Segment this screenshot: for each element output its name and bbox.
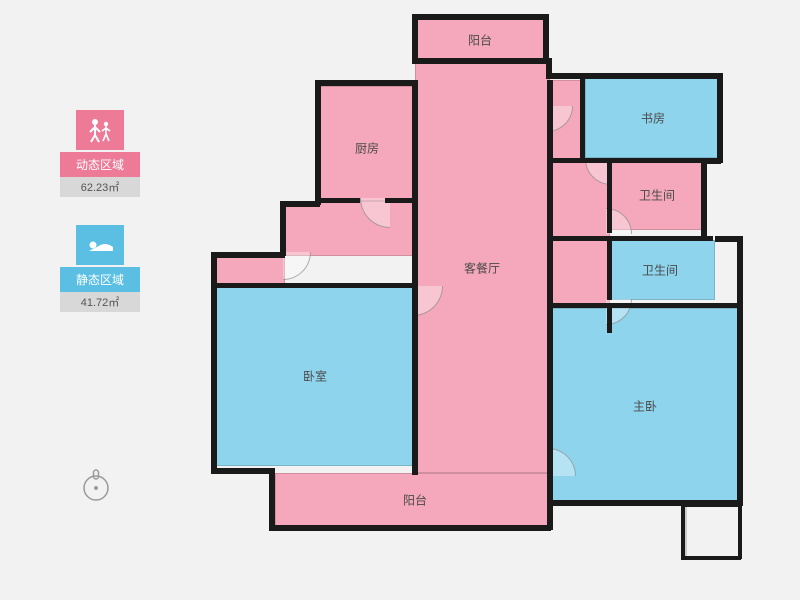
wall-segment [280, 201, 286, 256]
room-label-master: 主卧 [633, 398, 657, 415]
wall-segment [737, 236, 743, 504]
wall-segment [412, 80, 418, 475]
wall-segment [412, 58, 550, 64]
wall-segment [211, 468, 273, 474]
wall-segment [385, 198, 415, 203]
wall-segment [269, 468, 275, 530]
wall-segment [543, 14, 549, 62]
legend-static: 静态区域 41.72㎡ [60, 225, 140, 312]
wall-segment [738, 503, 742, 559]
legend-static-label: 静态区域 [60, 267, 140, 292]
room-label-balcony_bottom: 阳台 [403, 492, 427, 509]
room-label-bedroom2: 卧室 [303, 368, 327, 385]
wall-segment [412, 14, 418, 62]
room-label-balcony_top: 阳台 [468, 32, 492, 49]
wall-segment [280, 201, 320, 207]
wall-segment [681, 503, 741, 507]
wall-segment [681, 503, 685, 559]
wall-segment [580, 76, 585, 161]
wall-segment [553, 158, 723, 163]
legend-dynamic-label: 动态区域 [60, 152, 140, 177]
legend-dynamic-value: 62.23㎡ [60, 177, 140, 197]
room-label-study: 书房 [641, 110, 665, 127]
room-balcony_br [685, 503, 740, 558]
wall-segment [211, 283, 416, 288]
legend-panel: 动态区域 62.23㎡ 静态区域 41.72㎡ [60, 110, 140, 340]
dynamic-people-icon [76, 110, 124, 150]
wall-segment [681, 556, 741, 560]
room-hall_left [285, 201, 415, 256]
wall-segment [412, 14, 547, 20]
wall-segment [211, 252, 285, 258]
wall-segment [607, 303, 612, 333]
wall-segment [553, 236, 713, 241]
room-hall_right_low [550, 240, 610, 308]
static-sleep-icon [76, 225, 124, 265]
wall-segment [607, 161, 612, 233]
wall-segment [269, 525, 551, 531]
legend-dynamic: 动态区域 62.23㎡ [60, 110, 140, 197]
wall-segment [717, 73, 723, 163]
wall-segment [315, 198, 360, 203]
wall-segment [715, 236, 740, 242]
wall-segment [547, 468, 553, 530]
legend-static-value: 41.72㎡ [60, 292, 140, 312]
room-hall_far_left [215, 256, 285, 286]
wall-segment [701, 158, 707, 238]
compass-icon [78, 468, 114, 509]
wall-segment [553, 303, 741, 308]
room-label-living: 客餐厅 [464, 260, 500, 277]
wall-segment [607, 240, 612, 300]
wall-segment [547, 80, 553, 475]
wall-segment [315, 80, 415, 86]
floorplan-canvas: 阳台厨房客餐厅卧室阳台书房卫生间卫生间主卧 [215, 18, 770, 578]
room-label-kitchen: 厨房 [355, 140, 379, 157]
room-label-bath1: 卫生间 [639, 187, 675, 204]
wall-segment [546, 73, 722, 79]
wall-segment [315, 80, 321, 205]
room-label-bath2: 卫生间 [642, 262, 678, 279]
